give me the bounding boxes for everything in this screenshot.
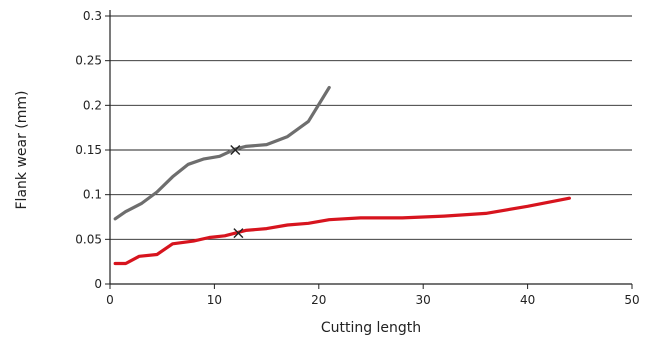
y-tick-label-6: 0.3 [83,9,102,23]
x-axis-title: Cutting length [321,320,421,336]
y-tick-label-4: 0.2 [83,98,102,112]
y-tick-label-5: 0.25 [75,54,102,68]
series-layer [113,85,571,266]
x-marker-0 [230,145,241,155]
x-tick-label-5: 50 [624,293,639,307]
x-tick-label-0: 0 [106,293,114,307]
y-axis-title: Flank wear (mm) [14,91,30,210]
x-axis-ticks: 0 10 20 30 40 50 [106,284,640,307]
marker-layer [230,145,244,239]
series-line-1 [113,196,571,266]
y-tick-label-2: 0.1 [83,188,102,202]
x-tick-label-3: 30 [416,293,431,307]
y-tick-label-3: 0.15 [75,143,102,157]
y-tick-label-0: 0 [94,277,102,291]
x-tick-label-2: 20 [311,293,326,307]
y-axis-ticks: 0 0.05 0.1 0.15 0.2 0.25 0.3 [75,9,110,291]
x-tick-label-4: 40 [520,293,535,307]
y-tick-label-1: 0.05 [75,232,102,246]
series-line-0 [113,85,331,221]
x-marker-1 [233,228,244,239]
horizontal-gridlines [110,15,632,240]
x-tick-label-1: 10 [207,293,222,307]
